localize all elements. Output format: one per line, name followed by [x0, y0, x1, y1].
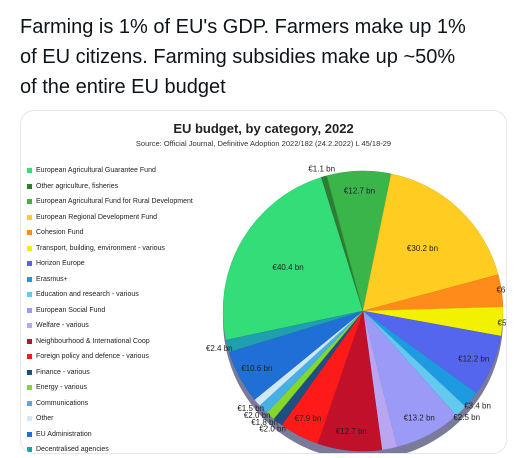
legend-label: European Regional Development Fund: [36, 213, 158, 221]
slice-data-label: €1.5 bn: [237, 404, 264, 413]
chart-title: EU budget, by category, 2022: [173, 121, 354, 136]
legend-item: Finance - various: [27, 365, 232, 381]
legend-swatch: [27, 447, 32, 453]
legend-item: Other: [27, 411, 232, 427]
slice-data-label: €12.2 bn: [458, 354, 489, 363]
legend-swatch: [27, 354, 32, 360]
legend-item: Transport, building, environment - vario…: [27, 241, 232, 257]
legend-swatch: [27, 385, 32, 391]
legend-swatch: [27, 245, 32, 251]
legend-swatch: [27, 261, 32, 267]
legend-label: Horizon Europe: [36, 260, 85, 268]
legend-label: Finance - various: [36, 368, 90, 376]
legend-label: Erasmus+: [36, 275, 68, 283]
legend-swatch: [27, 183, 32, 189]
legend-swatch: [27, 292, 32, 298]
tweet-text: Farming is 1% of EU's GDP. Farmers make …: [20, 12, 510, 102]
legend-label: Welfare - various: [36, 322, 89, 330]
slice-data-label: €10.6 bn: [241, 364, 272, 373]
legend-swatch: [27, 199, 32, 205]
legend-swatch: [27, 323, 32, 329]
slice-data-label: €12.7 bn: [336, 427, 367, 436]
legend-item: European Agricultural Guarantee Fund: [27, 163, 232, 179]
legend-label: Decentralised agencies: [36, 446, 109, 454]
slice-data-label: €3.4 bn: [464, 401, 491, 410]
legend-item: Foreign policy and defence - various: [27, 349, 232, 365]
slice-data-label: €2.4 bn: [206, 344, 233, 353]
slice-data-label: €2.0 bn: [244, 411, 271, 420]
legend-label: Other: [36, 415, 54, 423]
legend-label: Transport, building, environment - vario…: [36, 244, 165, 252]
legend-label: Cohesion Fund: [36, 229, 84, 237]
legend-label: Neighbourhood & International Coop: [36, 337, 150, 345]
legend-item: Erasmus+: [27, 272, 232, 288]
slice-data-label: €30.2 bn: [407, 244, 438, 253]
slice-data-label: €5.7 bn: [498, 318, 506, 327]
legend-swatch: [27, 338, 32, 344]
chart-subtitle: Source: Official Journal, Definitive Ado…: [135, 139, 392, 148]
legend-swatch: [27, 431, 32, 437]
legend-item: Neighbourhood & International Coop: [27, 334, 232, 350]
legend-label: Foreign policy and defence - various: [36, 353, 149, 361]
pie-chart: €40.4 bn €1.1 bn €12.7 bn €30.2 bn €6.4 bn €5…: [206, 164, 506, 453]
tweet-line: of the entire EU budget: [20, 76, 226, 98]
slice-data-label: €2.5 bn: [453, 413, 480, 422]
slice-data-label: €13.2 bn: [404, 413, 435, 422]
legend-item: European Agricultural Fund for Rural Dev…: [27, 194, 232, 210]
legend-item: European Social Fund: [27, 303, 232, 319]
slice-data-label: €7.9 bn: [295, 414, 322, 423]
legend-swatch: [27, 230, 32, 236]
legend-item: EU Administration: [27, 427, 232, 443]
legend-swatch: [27, 307, 32, 313]
pie-slice: [222, 177, 364, 341]
chart-legend: European Agricultural Guarantee Fund Othe…: [27, 163, 232, 454]
legend-label: Education and research - various: [36, 291, 139, 299]
legend-label: Other agriculture, fisheries: [36, 182, 119, 190]
legend-item: Communications: [27, 396, 232, 412]
legend-swatch: [27, 369, 32, 375]
legend-item: Other agriculture, fisheries: [27, 179, 232, 195]
legend-label: European Agricultural Guarantee Fund: [36, 167, 156, 175]
legend-label: European Agricultural Fund for Rural Dev…: [36, 198, 193, 206]
tweet-line: Farming is 1% of EU's GDP. Farmers make …: [20, 16, 466, 38]
legend-item: European Regional Development Fund: [27, 210, 232, 226]
legend-item: Decentralised agencies: [27, 442, 232, 454]
slice-data-label: €1.8 bn: [251, 418, 278, 427]
legend-label: Energy - various: [36, 384, 87, 392]
legend-label: EU Administration: [36, 430, 92, 438]
legend-swatch: [27, 416, 32, 422]
chart-image-card[interactable]: EU budget, by category, 2022 Source: Off…: [20, 110, 507, 454]
legend-label: European Social Fund: [36, 306, 106, 314]
slice-data-label: €6.4 bn: [496, 286, 506, 295]
legend-swatch: [27, 214, 32, 220]
legend-item: Education and research - various: [27, 287, 232, 303]
pie-slice: [362, 173, 499, 312]
pie-slice: [225, 310, 364, 353]
legend-swatch: [27, 276, 32, 282]
slice-data-label: €1.1 bn: [308, 164, 335, 173]
legend-swatch: [27, 400, 32, 406]
legend-item: Horizon Europe: [27, 256, 232, 272]
slice-data-label: €12.7 bn: [344, 187, 375, 196]
slice-data-label: €2.0 bn: [259, 425, 286, 434]
slice-data-label: €40.4 bn: [273, 263, 304, 272]
legend-item: Cohesion Fund: [27, 225, 232, 241]
tweet-line: of EU citizens. Farming subsidies make u…: [20, 46, 456, 68]
legend-item: Energy - various: [27, 380, 232, 396]
legend-label: Communications: [36, 399, 89, 407]
legend-swatch: [27, 168, 32, 174]
legend-item: Welfare - various: [27, 318, 232, 334]
